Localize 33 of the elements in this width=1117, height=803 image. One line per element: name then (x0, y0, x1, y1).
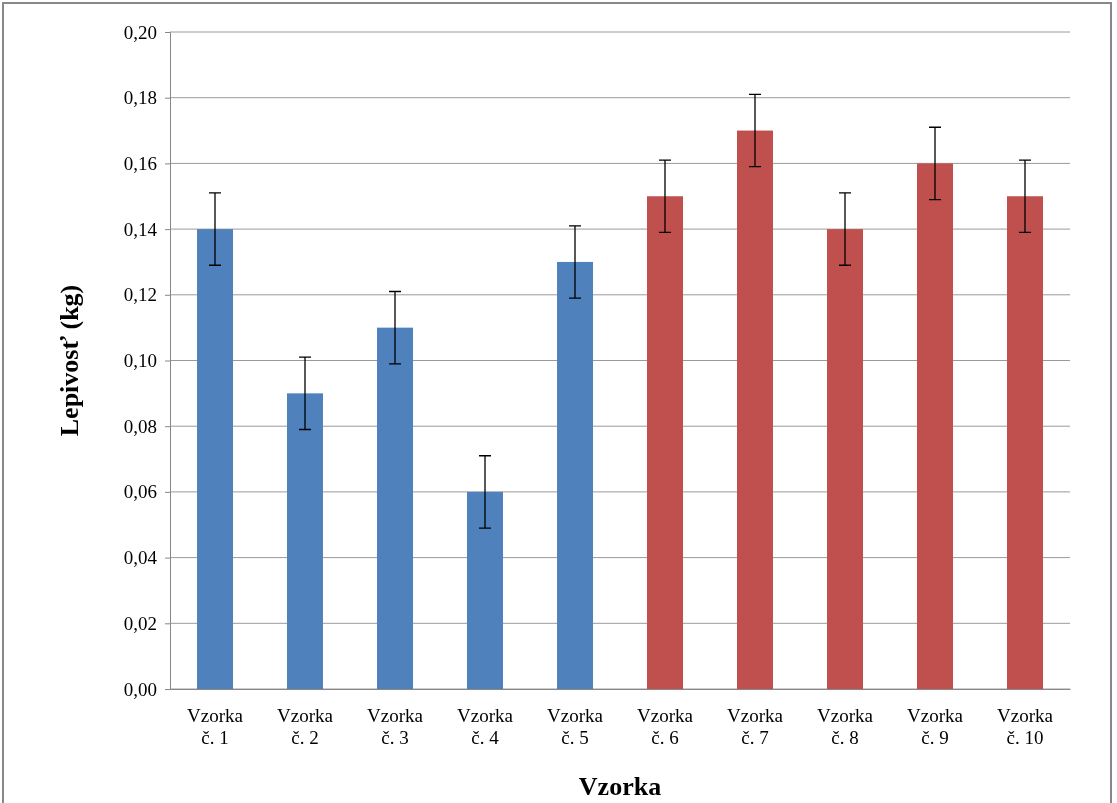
y-tick-label: 0,20 (123, 21, 157, 43)
bar (287, 393, 323, 689)
x-tick-label: Vzorka č. 9 (907, 705, 964, 749)
y-tick-label: 0,04 (123, 547, 158, 569)
x-tick-label: Vzorka č. 3 (367, 705, 424, 749)
bar (827, 229, 863, 689)
y-tick-label: 0,06 (123, 481, 157, 503)
x-tick-label: Vzorka č. 7 (727, 705, 784, 749)
y-tick-label: 0,00 (123, 678, 157, 700)
bar (917, 163, 953, 689)
y-tick-label: 0,14 (123, 218, 158, 240)
x-tick-label: Vzorka č. 8 (817, 705, 874, 749)
y-tick-label: 0,08 (123, 415, 157, 437)
y-tick-label: 0,12 (123, 284, 157, 306)
x-tick-label: Vzorka č. 2 (277, 705, 334, 749)
x-tick-label: Vzorka č. 5 (547, 705, 604, 749)
bar (557, 261, 593, 689)
x-tick-label: Vzorka č. 6 (637, 705, 694, 749)
bar (197, 229, 233, 689)
y-tick-label: 0,18 (123, 87, 157, 109)
bar (467, 491, 503, 689)
y-tick-label: 0,02 (123, 612, 157, 634)
y-tick-label: 0,16 (123, 152, 157, 174)
x-axis-title: Vzorka (578, 772, 662, 801)
x-tick-label: Vzorka č. 10 (997, 705, 1054, 749)
bar (737, 130, 773, 689)
bar (1007, 196, 1043, 689)
x-tick-label: Vzorka č. 4 (457, 705, 514, 749)
bar (377, 327, 413, 689)
x-tick-label: Vzorka č. 1 (187, 705, 244, 749)
y-axis-title: Lepivosť (kg) (55, 284, 84, 437)
bar (647, 196, 683, 689)
y-tick-label: 0,10 (123, 350, 157, 372)
